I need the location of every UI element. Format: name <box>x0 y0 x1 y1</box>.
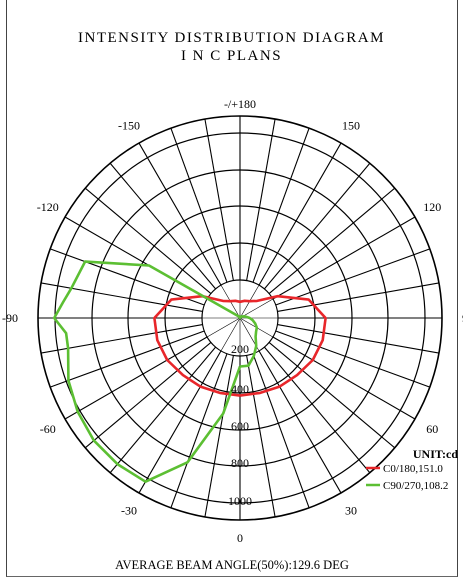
grid-spoke <box>252 127 310 283</box>
grid-spoke <box>170 127 228 283</box>
grid-spoke <box>277 282 440 312</box>
chart-title: INTENSITY DISTRIBUTION DIAGRAM <box>78 30 385 46</box>
grid-spoke <box>275 248 431 306</box>
angle-label: 0 <box>237 531 243 545</box>
grid-spoke <box>84 342 212 449</box>
angle-label: 150 <box>342 119 360 133</box>
angle-label: -150 <box>118 119 140 133</box>
polar-grid <box>37 115 443 521</box>
angle-label: -90 <box>2 311 18 325</box>
grid-spoke <box>84 187 212 294</box>
grid-spoke <box>246 118 276 281</box>
grid-spoke <box>252 353 310 509</box>
unit-label: UNIT:cd <box>413 447 458 461</box>
grid-spoke <box>264 162 371 290</box>
radial-label: 1000 <box>228 494 252 508</box>
angle-label: 30 <box>345 503 357 517</box>
radial-label: 400 <box>231 382 249 396</box>
beam-angle-note: AVERAGE BEAM ANGLE(50%):129.6 DEG <box>115 558 349 572</box>
center-spoke <box>239 298 274 319</box>
chart-frame <box>6 0 458 577</box>
grid-spoke <box>268 342 396 449</box>
radial-label: 600 <box>231 419 249 433</box>
grid-spoke <box>138 350 222 494</box>
angle-label: 120 <box>423 200 441 214</box>
grid-spoke <box>264 346 371 474</box>
grid-spoke <box>138 142 222 286</box>
angle-label: -30 <box>121 503 137 517</box>
angle-label: -120 <box>37 200 59 214</box>
grid-spoke <box>277 324 440 354</box>
chart-subtitle: I N C PLANS <box>180 48 283 64</box>
grid-spoke <box>109 162 216 290</box>
grid-spoke <box>258 350 342 494</box>
grid-spoke <box>246 355 276 518</box>
legend-label: C0/180,151.0 <box>383 463 443 475</box>
legend: UNIT:cd C0/180,151.0 C90/270,108.2 <box>366 447 458 492</box>
angle-label: 60 <box>426 422 438 436</box>
grid-spoke <box>275 330 431 388</box>
grid-spoke <box>40 282 203 312</box>
grid-spoke <box>170 353 228 509</box>
radial-label: 800 <box>231 456 249 470</box>
grid-spoke <box>64 336 208 420</box>
angle-label: -60 <box>40 422 56 436</box>
series-curves <box>52 260 327 483</box>
chart-labels: -/+180-150150-120120-9090-6060-303002004… <box>2 97 463 545</box>
center-spoke <box>220 317 241 352</box>
series-line <box>52 260 259 483</box>
series-line <box>153 294 327 397</box>
radial-label: 200 <box>231 342 249 356</box>
angle-label: -/+180 <box>224 97 256 111</box>
grid-spoke <box>109 346 216 474</box>
grid-spoke <box>272 216 416 300</box>
grid-spoke <box>272 336 416 420</box>
grid-spoke <box>204 118 234 281</box>
grid-spoke <box>268 187 396 294</box>
grid-spoke <box>49 248 205 306</box>
center-spoke <box>206 317 241 338</box>
grid-spoke <box>49 330 205 388</box>
grid-spoke <box>40 324 203 354</box>
grid-spoke <box>258 142 342 286</box>
grid-spoke <box>204 355 234 518</box>
legend-label: C90/270,108.2 <box>383 480 448 492</box>
